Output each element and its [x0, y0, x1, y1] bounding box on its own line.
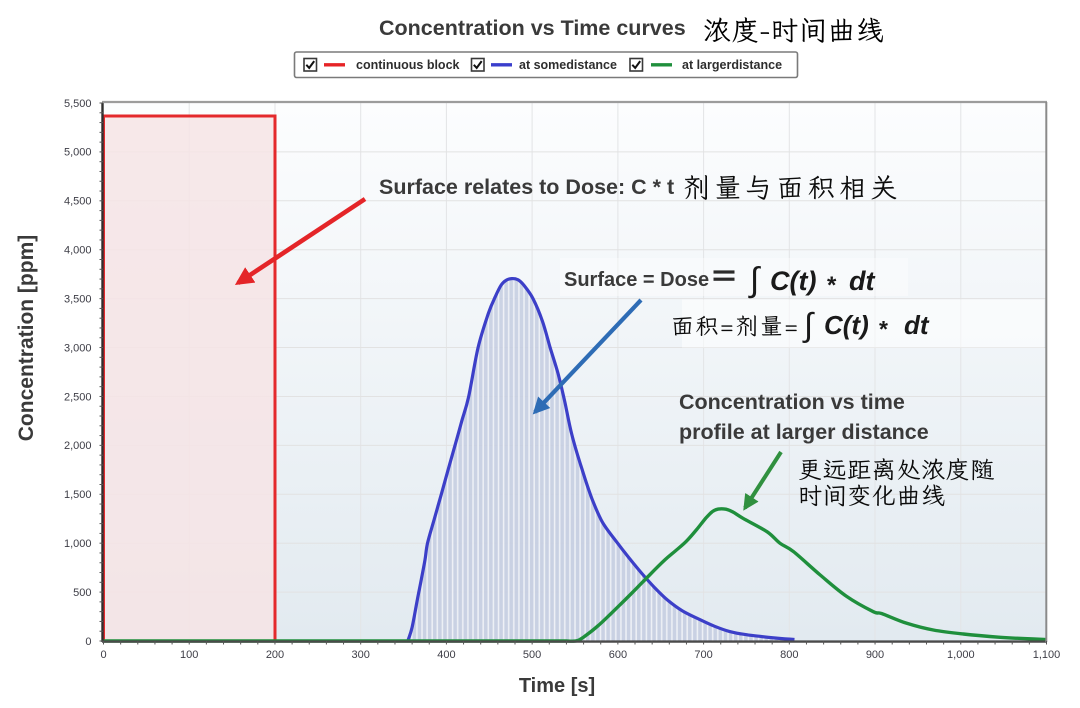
svg-text:Surface = Dose: Surface = Dose [564, 269, 709, 291]
svg-text:1,100: 1,100 [1033, 649, 1061, 661]
svg-text:5,500: 5,500 [64, 98, 92, 110]
svg-text:Concentration vs Time curves: Concentration vs Time curves [379, 16, 686, 40]
svg-text:700: 700 [694, 649, 712, 661]
svg-text:4,500: 4,500 [64, 196, 92, 208]
svg-text:3,000: 3,000 [64, 342, 92, 354]
svg-text:*: * [827, 272, 837, 299]
svg-text:5,000: 5,000 [64, 147, 92, 159]
svg-text:dt: dt [849, 266, 875, 296]
svg-text:dt: dt [904, 310, 930, 340]
svg-text:3,500: 3,500 [64, 293, 92, 305]
svg-text:Concentration vs time: Concentration vs time [679, 390, 905, 414]
svg-text:500: 500 [523, 649, 541, 661]
svg-text:∫: ∫ [802, 306, 815, 343]
svg-text:C(t): C(t) [824, 310, 869, 340]
svg-text:600: 600 [609, 649, 627, 661]
svg-text:∫: ∫ [748, 261, 761, 299]
svg-text:continuous block: continuous block [356, 58, 460, 72]
svg-text:profile at larger distance: profile at larger distance [679, 420, 929, 444]
svg-text:1,000: 1,000 [947, 649, 975, 661]
svg-text:4,000: 4,000 [64, 245, 92, 257]
svg-text:1,500: 1,500 [64, 489, 92, 501]
svg-text:900: 900 [866, 649, 884, 661]
svg-text:Concentration [ppm]: Concentration [ppm] [15, 235, 38, 441]
svg-text:*: * [879, 316, 888, 342]
svg-text:800: 800 [780, 649, 798, 661]
svg-text:2,000: 2,000 [64, 440, 92, 452]
svg-text:Time [s]: Time [s] [519, 675, 595, 697]
svg-text:400: 400 [437, 649, 455, 661]
svg-text:300: 300 [352, 649, 370, 661]
svg-text:0: 0 [100, 649, 106, 661]
svg-text:2,500: 2,500 [64, 391, 92, 403]
svg-text:100: 100 [180, 649, 198, 661]
svg-text:Surface relates to Dose: C * t: Surface relates to Dose: C * t [379, 175, 674, 199]
svg-text:at somedistance: at somedistance [519, 58, 617, 72]
svg-text:0: 0 [85, 636, 91, 648]
svg-text:500: 500 [73, 587, 91, 599]
svg-text:C(t): C(t) [770, 266, 816, 296]
svg-text:200: 200 [266, 649, 284, 661]
svg-text:1,000: 1,000 [64, 538, 92, 550]
svg-text:at largerdistance: at largerdistance [682, 58, 782, 72]
